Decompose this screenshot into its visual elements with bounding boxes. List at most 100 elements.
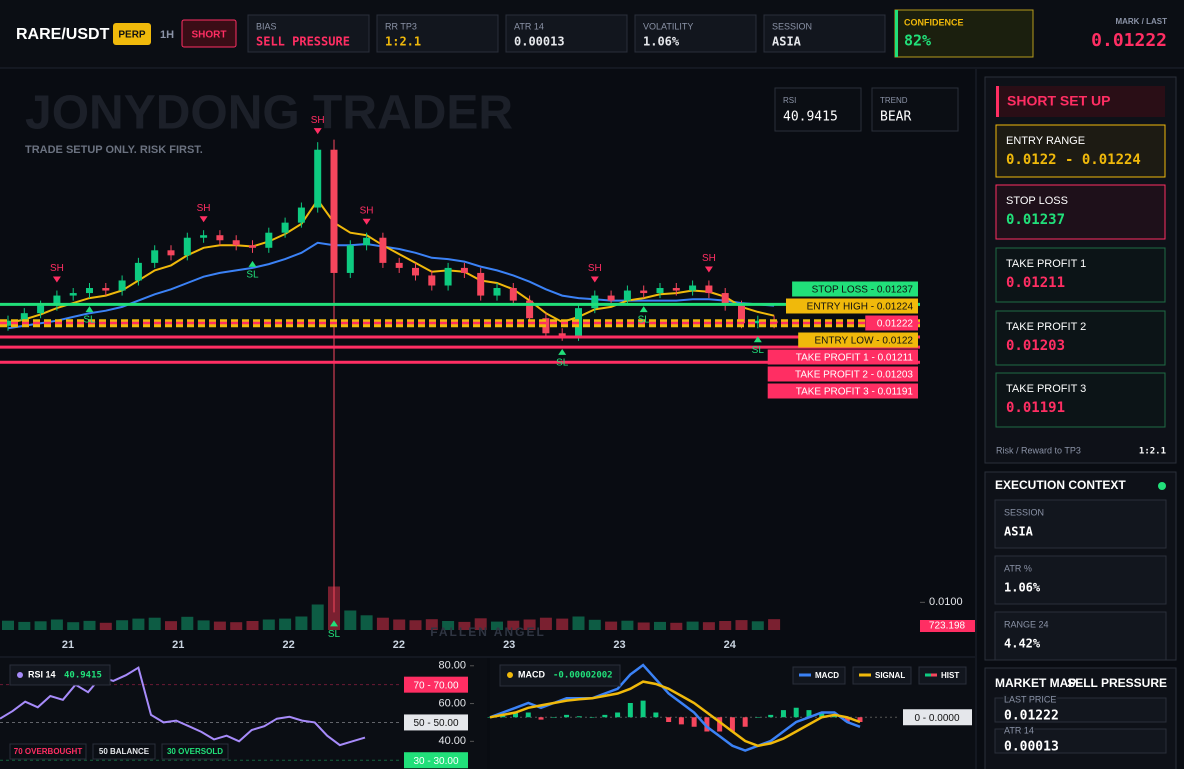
marker-label: SH — [360, 205, 374, 216]
macd-hist — [627, 703, 633, 718]
rsi-band-label: 70 - 70.00 — [413, 680, 458, 691]
setup-card-bg — [996, 311, 1165, 365]
volume-bar — [637, 622, 650, 630]
overlay-label: RSI — [783, 96, 796, 105]
volume-bar — [181, 616, 194, 630]
marker-arrow — [639, 306, 648, 313]
setup-card-label: ENTRY RANGE — [1006, 135, 1085, 147]
candle-body — [4, 320, 12, 326]
rr-value: 1:2.1 — [1139, 447, 1166, 457]
candle-body — [249, 245, 256, 248]
candle-body — [721, 293, 729, 306]
volume-bar — [605, 621, 618, 630]
candle-body — [167, 250, 175, 256]
x-tick-label: 21 — [62, 639, 74, 651]
rsi-band-label: 30 - 30.00 — [413, 756, 458, 767]
rsi-legend-box — [92, 743, 156, 760]
volume-bar — [491, 621, 503, 630]
candle-body — [444, 267, 452, 286]
candle-body — [623, 290, 631, 301]
confidence-value: 82% — [904, 32, 931, 50]
tag-box — [181, 19, 237, 48]
macd-hist — [640, 700, 646, 718]
candle-body — [672, 288, 680, 291]
volume-bar — [148, 617, 161, 630]
setup-title: SHORT SET UP — [1007, 93, 1110, 109]
setup-card-value: 0.01237 — [1006, 212, 1065, 228]
volume-last: 723.198 — [929, 621, 966, 632]
marker-arrow — [704, 266, 713, 273]
confidence-label: CONFIDENCE — [904, 17, 964, 27]
setup-card-bg — [996, 125, 1165, 177]
stat-box — [763, 14, 886, 53]
macd-legend: HIST — [941, 671, 959, 680]
marker-arrow — [362, 218, 371, 225]
rsi-band-badge — [404, 676, 468, 693]
candle-body — [738, 305, 745, 324]
marker-arrow — [330, 620, 338, 627]
market-item — [994, 728, 1167, 754]
candle-body — [526, 300, 534, 319]
macd-hist — [513, 712, 519, 718]
candle-body — [558, 333, 566, 336]
volume-bar — [83, 620, 96, 630]
macd-hist — [678, 717, 684, 725]
macd-line — [489, 680, 861, 748]
market-status: SELL PRESSURE — [1067, 676, 1167, 690]
macd-legend-box — [918, 666, 967, 685]
market-value: 0.01222 — [1004, 709, 1059, 724]
setup-title-bar — [996, 86, 1165, 117]
macd-hist — [844, 717, 850, 722]
context-item — [994, 499, 1167, 549]
level-label-box — [792, 281, 918, 297]
macd-zero-badge — [903, 709, 972, 726]
level-label: 0.01222 — [877, 319, 914, 330]
market-value: 0.00013 — [1004, 740, 1059, 755]
candle-body — [656, 288, 664, 294]
rsi-band-label: 50 - 50.00 — [413, 718, 458, 729]
level-label-box — [767, 366, 918, 382]
context-title: EXECUTION CONTEXT — [995, 478, 1126, 492]
rsi-legend: 50 BALANCE — [99, 747, 150, 756]
volume-bar — [670, 622, 683, 630]
tag: PERP — [118, 30, 146, 41]
macd-hist — [742, 717, 748, 727]
volume-bar — [2, 620, 14, 630]
stat-value: ASIA — [772, 35, 802, 49]
volume-bar — [458, 621, 471, 630]
setup-card — [995, 184, 1166, 240]
rsi-line — [0, 666, 366, 747]
level-label: STOP LOSS - 0.01237 — [812, 285, 914, 296]
stat-box — [505, 14, 628, 53]
level-label: TAKE PROFIT 2 - 0.01203 — [795, 370, 913, 381]
candle-body — [118, 280, 126, 291]
macd-hist — [564, 714, 570, 718]
setup-card-label: TAKE PROFIT 3 — [1006, 383, 1086, 395]
candle-body — [37, 305, 45, 314]
ema-fast — [7, 198, 775, 325]
macd-hist — [615, 712, 621, 718]
macd-hist — [780, 710, 786, 718]
marker-arrow — [85, 306, 94, 313]
candle-body — [297, 207, 305, 223]
setup-title-accent — [996, 86, 999, 117]
candle-body — [134, 262, 142, 281]
rsi-legend: 70 OVERBOUGHT — [14, 747, 83, 756]
setup-card — [995, 247, 1166, 303]
stat-value: 1.06% — [643, 35, 680, 49]
volume-bar — [507, 620, 520, 630]
rsi-title: RSI 14 — [28, 669, 56, 679]
volume-bar — [768, 619, 781, 630]
overlay-box — [774, 87, 862, 132]
macd-zero-label: 0 - 0.0000 — [914, 713, 959, 724]
context-label: ATR % — [1004, 563, 1032, 573]
tag: SHORT — [192, 30, 227, 41]
volume-bar — [99, 622, 112, 630]
candle-body — [183, 237, 191, 256]
volume-bar — [67, 622, 80, 630]
overlay-value: BEAR — [880, 110, 911, 125]
macd-hist — [538, 717, 544, 720]
setup-card-value: 0.01191 — [1006, 400, 1065, 416]
x-tick-label: 24 — [724, 639, 737, 651]
marker-arrow — [52, 276, 61, 283]
